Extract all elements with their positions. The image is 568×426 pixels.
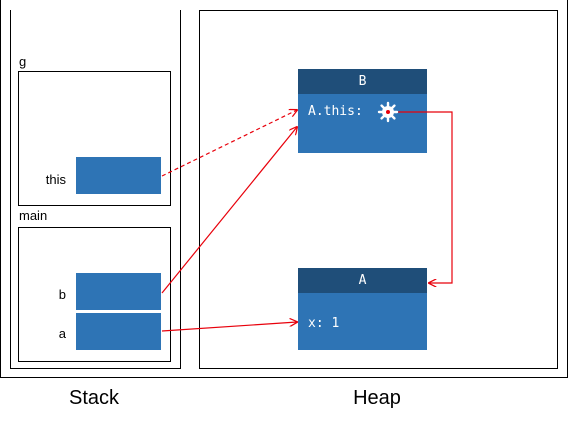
var-cell-b [76,273,161,310]
object-a-field: x: 1 [308,316,340,331]
object-b-header: B [298,69,427,94]
stack-label: Stack [68,387,120,409]
heap-label: Heap [353,387,401,409]
object-b-body [298,94,427,153]
object-b-field-label: A.this: [308,104,363,119]
heap-region [199,10,558,369]
arrow-this-to-b [161,110,297,177]
object-a-body [298,293,427,350]
var-label-a: a [58,326,66,341]
var-cell-a [76,313,161,350]
var-cell-this [76,157,161,194]
arrow-a-to-a [161,322,297,332]
arrow-b-to-b [161,127,297,294]
object-a-header: A [298,268,427,293]
pointer-starburst-icon [377,101,399,123]
stack-region [10,10,181,369]
var-label-this: this [45,172,66,187]
frame-main-label: main [19,208,48,223]
var-label-b: b [58,287,66,302]
arrow-outer-to-a [395,111,453,283]
frame-g-label: g [19,54,27,69]
